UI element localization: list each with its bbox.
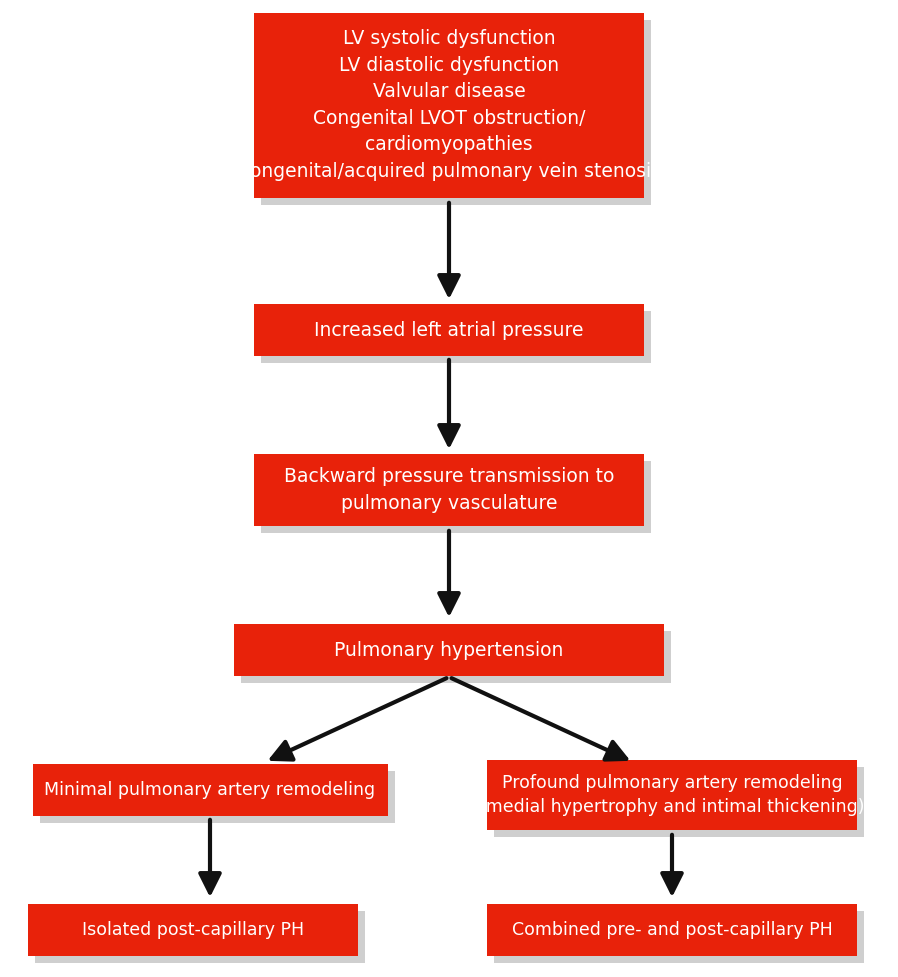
FancyBboxPatch shape bbox=[261, 311, 651, 363]
FancyBboxPatch shape bbox=[494, 767, 864, 837]
FancyBboxPatch shape bbox=[261, 20, 651, 204]
FancyBboxPatch shape bbox=[487, 904, 857, 956]
FancyBboxPatch shape bbox=[254, 454, 644, 526]
FancyBboxPatch shape bbox=[261, 461, 651, 533]
Text: Pulmonary hypertension: Pulmonary hypertension bbox=[334, 641, 564, 659]
Text: Isolated post-capillary PH: Isolated post-capillary PH bbox=[82, 921, 304, 939]
FancyBboxPatch shape bbox=[494, 911, 864, 963]
Text: Profound pulmonary artery remodeling
(medial hypertrophy and intimal thickening): Profound pulmonary artery remodeling (me… bbox=[480, 774, 865, 817]
Text: LV systolic dysfunction
LV diastolic dysfunction
Valvular disease
Congenital LVO: LV systolic dysfunction LV diastolic dys… bbox=[237, 29, 661, 181]
FancyBboxPatch shape bbox=[32, 764, 388, 816]
Text: Increased left atrial pressure: Increased left atrial pressure bbox=[314, 320, 584, 339]
Text: Minimal pulmonary artery remodeling: Minimal pulmonary artery remodeling bbox=[44, 781, 375, 799]
FancyBboxPatch shape bbox=[254, 304, 644, 356]
FancyBboxPatch shape bbox=[487, 760, 857, 830]
Text: Backward pressure transmission to
pulmonary vasculature: Backward pressure transmission to pulmon… bbox=[284, 467, 614, 513]
FancyBboxPatch shape bbox=[234, 624, 664, 676]
FancyBboxPatch shape bbox=[28, 904, 358, 956]
FancyBboxPatch shape bbox=[40, 771, 394, 823]
FancyBboxPatch shape bbox=[254, 13, 644, 197]
FancyBboxPatch shape bbox=[35, 911, 365, 963]
Text: Combined pre- and post-capillary PH: Combined pre- and post-capillary PH bbox=[512, 921, 832, 939]
FancyBboxPatch shape bbox=[241, 631, 671, 683]
